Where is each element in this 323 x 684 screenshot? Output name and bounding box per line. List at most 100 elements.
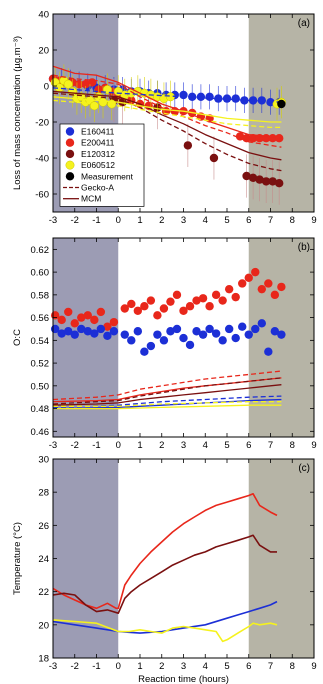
x-tick-label: 7 — [268, 215, 273, 226]
data-point — [70, 319, 79, 328]
y-tick-label: 0.62 — [31, 245, 50, 256]
data-point — [209, 153, 219, 163]
data-point — [192, 296, 201, 305]
data-point — [198, 294, 208, 303]
series-line-E060512-mcm — [52, 96, 282, 123]
data-point — [153, 330, 162, 339]
data-point — [146, 341, 156, 351]
data-point — [185, 302, 195, 311]
data-point — [179, 90, 188, 100]
y-tick-label: 22 — [38, 587, 49, 598]
series-E060512-mcm — [52, 96, 282, 123]
x-tick-label: 2 — [159, 440, 164, 451]
shaded-period-2 — [248, 459, 314, 658]
data-point — [159, 336, 169, 345]
data-point — [166, 327, 175, 336]
x-tick-label: 1 — [137, 440, 142, 451]
panel-1: -3 -2 -1 0 1 2 3 4 5 6 7 8 9 40 20 0 -20 -40 -60 (a) Loss of… — [12, 10, 317, 227]
x-tick-label: 4 — [203, 440, 208, 451]
y-tick-label: 0.54 — [31, 336, 50, 347]
data-point — [146, 296, 156, 305]
data-point — [214, 94, 223, 103]
data-point — [140, 347, 149, 356]
data-point — [264, 347, 273, 356]
x-tick-label: 0 — [116, 661, 121, 672]
series-E200411-gecko — [52, 370, 282, 401]
x-tick-label: 3 — [181, 661, 186, 672]
data-point — [211, 329, 221, 338]
legend-marker — [65, 149, 75, 159]
data-point — [218, 336, 227, 345]
data-point — [179, 333, 188, 343]
data-point — [277, 99, 286, 109]
legend-label: E060512 — [81, 160, 115, 170]
data-point — [205, 302, 214, 311]
data-point — [109, 327, 119, 336]
y-tick-label: -40 — [35, 154, 49, 165]
data-point — [70, 330, 79, 339]
x-tick-label: 1 — [137, 215, 142, 226]
y-tick-label: 40 — [38, 10, 49, 21]
data-point — [261, 177, 271, 186]
y-tick-label: 0.60 — [31, 268, 50, 279]
y-tick-label: 0.48 — [31, 404, 50, 415]
data-point — [224, 324, 234, 334]
x-tick-label: -1 — [92, 661, 100, 672]
series-E060512-mcm — [53, 404, 282, 410]
data-point — [166, 297, 175, 306]
data-point — [57, 315, 66, 325]
series-line-E160411-gecko — [52, 395, 282, 409]
x-axis-label: Reaction time (hours) — [138, 674, 229, 684]
x-tick-label: 5 — [224, 215, 229, 226]
data-point — [179, 306, 188, 315]
legend-label: Measurement — [81, 171, 134, 181]
data-point — [244, 273, 253, 282]
x-tick-label: -3 — [49, 215, 57, 226]
data-point — [159, 304, 169, 313]
data-point — [120, 330, 129, 339]
data-point — [64, 327, 73, 336]
series-line-E060512-gecko — [53, 401, 282, 407]
data-point — [133, 306, 143, 315]
data-point — [96, 324, 106, 334]
series-E160411-gecko — [52, 87, 282, 103]
y-tick-label: 0.58 — [31, 290, 50, 301]
data-point — [205, 324, 214, 334]
data-point — [251, 324, 260, 334]
data-point — [277, 330, 286, 339]
y-axis-label: O:C — [12, 329, 23, 346]
x-tick-label: 3 — [181, 440, 186, 451]
series-E060512-gecko — [53, 401, 282, 407]
series-E120312-mcm — [52, 384, 282, 406]
data-point — [240, 96, 249, 105]
y-tick-label: 0.52 — [31, 359, 50, 370]
data-point — [103, 331, 112, 340]
y-tick-label: -20 — [35, 118, 49, 129]
series-line-E120312-gecko — [52, 92, 282, 172]
panel-2: -3 -2 -1 0 1 2 3 4 5 6 7 8 9 0.62 0.60 0.58 0.56 0.54 0.52… — [12, 237, 317, 451]
x-tick-label: 4 — [203, 215, 208, 226]
data-point — [103, 322, 112, 331]
y-tick-label: 0 — [44, 82, 49, 93]
data-point — [96, 307, 106, 317]
x-tick-label: -3 — [49, 440, 57, 451]
series-E120312-gecko — [52, 377, 282, 405]
data-point — [127, 299, 136, 309]
x-tick-label: 8 — [290, 661, 295, 672]
y-tick-label: 18 — [38, 654, 49, 665]
data-point — [264, 279, 273, 288]
series-line-E160411-gecko — [52, 87, 282, 103]
x-tick-label: 8 — [290, 215, 295, 226]
legend-marker — [65, 127, 75, 136]
x-tick-label: -2 — [71, 440, 79, 451]
series-line-E060512 — [52, 619, 278, 643]
x-tick-label: 7 — [268, 661, 273, 672]
x-tick-label: 4 — [203, 661, 208, 672]
series-E060512-gecko — [52, 99, 282, 129]
data-point — [196, 92, 206, 102]
series-line-E120312-mcm — [52, 384, 282, 406]
series-E160411 — [50, 319, 286, 356]
x-tick-label: -1 — [92, 440, 100, 451]
